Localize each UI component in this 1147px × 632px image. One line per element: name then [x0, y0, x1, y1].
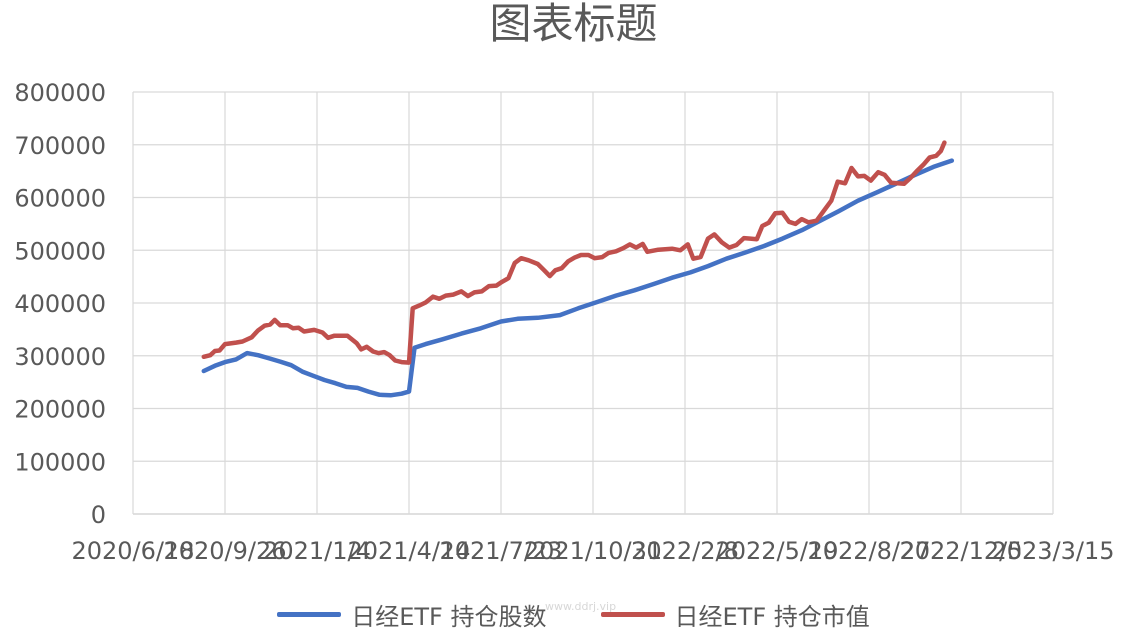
line-chart: 800000 700000 600000 500000 400000 300000 2000…	[14, 79, 1114, 565]
y-tick-label: 400000	[14, 290, 106, 318]
y-tick-label: 200000	[14, 396, 106, 424]
legend-item-shares[interactable]: 日经ETF 持仓股数	[277, 597, 547, 632]
y-tick-label: 0	[91, 501, 106, 529]
x-axis-tick-labels: 2020/6/182020/9/262021/1/42021/4/142021/…	[71, 537, 1114, 565]
x-tick-label: 2022/12/5	[899, 537, 1022, 565]
chart-title: 图表标题	[489, 0, 658, 48]
x-tick-label: 2021/1/4	[263, 537, 371, 565]
y-tick-label: 300000	[14, 343, 106, 371]
y-tick-label: 600000	[14, 185, 106, 213]
legend-item-market-value[interactable]: 日经ETF 持仓市值	[600, 597, 870, 632]
y-tick-label: 800000	[14, 79, 106, 107]
legend-swatch-shares	[277, 611, 342, 617]
x-tick-label: 2021/7/23	[439, 537, 562, 565]
x-tick-label: 2021/10/31	[524, 537, 662, 565]
x-tick-label: 2020/9/26	[163, 537, 286, 565]
x-tick-label: 2022/8/27	[807, 537, 930, 565]
legend: 日经ETF 持仓股数 日经ETF 持仓市值	[0, 597, 1147, 632]
x-tick-label: 2020/6/18	[71, 537, 194, 565]
y-tick-label: 700000	[14, 132, 106, 160]
series-line-shares	[201, 158, 955, 398]
x-tick-label: 2022/2/8	[631, 537, 739, 565]
y-axis-tick-labels: 800000 700000 600000 500000 400000 300000 2000…	[14, 79, 106, 529]
x-tick-label: 2023/3/15	[991, 537, 1114, 565]
legend-swatch-market-value	[600, 611, 665, 617]
y-tick-label: 500000	[14, 237, 106, 265]
x-tick-label: 2021/4/14	[347, 537, 470, 565]
series-line-market-value	[201, 140, 947, 365]
watermark: www.ddrj.vip	[545, 600, 617, 613]
legend-label-shares: 日经ETF 持仓股数	[351, 602, 547, 631]
y-tick-label: 100000	[14, 448, 106, 476]
legend-label-market-value: 日经ETF 持仓市值	[674, 602, 870, 631]
x-tick-label: 2022/5/19	[715, 537, 838, 565]
series-lines	[201, 140, 955, 398]
